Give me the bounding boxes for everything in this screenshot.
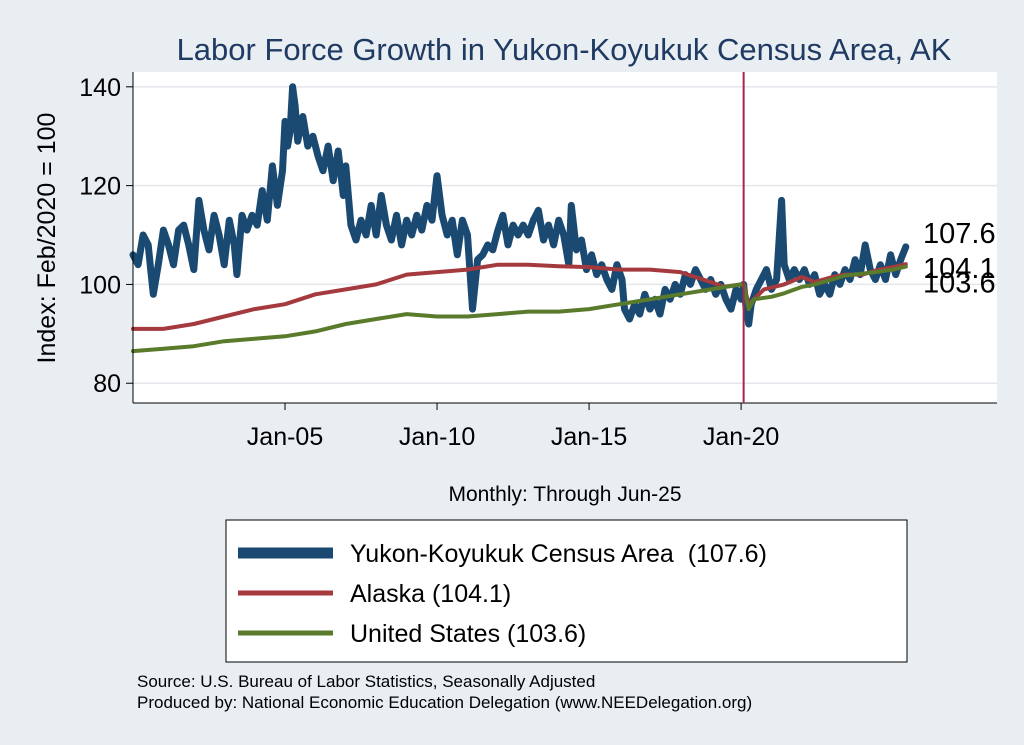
y-ticks: 80 100 120 140 — [79, 74, 133, 398]
produced-by-note: Produced by: National Economic Education… — [137, 693, 753, 712]
y-tick-label: 100 — [79, 271, 121, 299]
y-tick-label: 120 — [79, 173, 121, 201]
x-tick-label: Jan-10 — [399, 423, 475, 451]
y-tick-label: 140 — [79, 74, 121, 102]
legend-label: Yukon-Koyukuk Census Area (107.6) — [350, 540, 767, 568]
legend-label: United States (103.6) — [350, 620, 586, 648]
series-end-label: 107.6 — [923, 218, 996, 250]
legend: Yukon-Koyukuk Census Area (107.6) Alaska … — [238, 540, 767, 648]
x-axis-title: Monthly: Through Jun-25 — [448, 483, 681, 506]
series-line — [131, 262, 908, 331]
axes — [132, 72, 997, 404]
source-note: Source: U.S. Bureau of Labor Statistics,… — [137, 672, 596, 691]
x-tick-label: Jan-15 — [551, 423, 627, 451]
y-tick-label: 80 — [93, 370, 121, 398]
chart-title: Labor Force Growth in Yukon-Koyukuk Cens… — [177, 32, 952, 67]
series-end-label: 104.1 — [923, 253, 996, 285]
series-end-label: 103.6 — [923, 268, 996, 300]
x-tick-label: Jan-20 — [703, 423, 779, 451]
series-line — [131, 264, 908, 354]
series-lines — [129, 83, 910, 354]
legend-label: Alaska (104.1) — [350, 580, 511, 608]
y-axis-title: Index: Feb/2020 = 100 — [33, 113, 61, 364]
x-ticks: Jan-05 Jan-10 Jan-15 Jan-20 — [247, 403, 779, 451]
legend-box — [225, 519, 908, 663]
x-tick-label: Jan-05 — [247, 423, 323, 451]
